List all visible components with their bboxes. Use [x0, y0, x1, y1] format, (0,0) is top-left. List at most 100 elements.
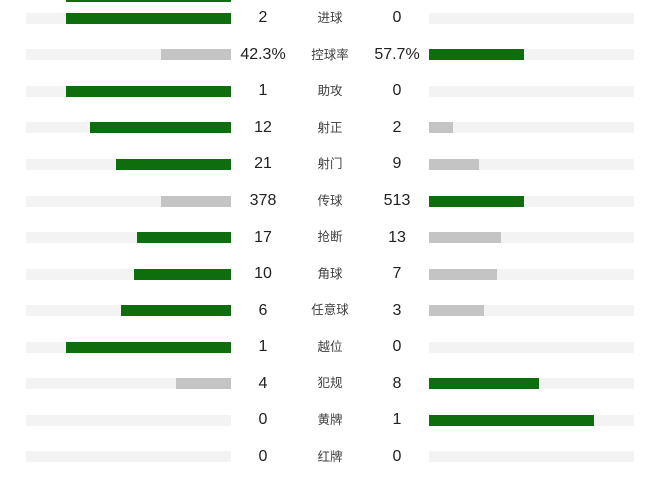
- stat-row: 12 射正 2: [0, 110, 660, 147]
- away-value: 1: [392, 411, 402, 429]
- home-value: 0: [258, 411, 268, 429]
- away-bar-track: [429, 414, 634, 426]
- away-bar-fill: [429, 232, 501, 244]
- home-value: 1: [258, 82, 268, 100]
- home-bar-track: [26, 195, 231, 207]
- away-value: 8: [392, 374, 402, 392]
- stat-label: 控球率: [311, 47, 349, 62]
- home-bar-track: [26, 12, 231, 24]
- stat-label: 传球: [317, 193, 343, 208]
- stat-label: 越位: [317, 339, 343, 354]
- home-bar-track: [26, 451, 231, 463]
- home-bar-fill: [90, 122, 231, 134]
- home-value: 378: [249, 192, 277, 209]
- home-bar-fill: [66, 85, 231, 97]
- away-value: 57.7%: [374, 45, 420, 63]
- stat-label: 射正: [317, 120, 343, 135]
- stat-label: 抢断: [317, 230, 343, 245]
- away-value: 0: [392, 9, 402, 27]
- stat-row: 6 任意球 3: [0, 292, 660, 329]
- stat-row: 17 抢断 13: [0, 219, 660, 256]
- away-bar-track: [429, 85, 634, 97]
- stat-row: 1 越位 0: [0, 329, 660, 366]
- home-value: 1: [258, 338, 268, 356]
- stat-row: 2 进球 0: [0, 0, 660, 37]
- away-bar-track: [429, 122, 634, 134]
- away-bar-track: [429, 158, 634, 170]
- stat-label: 任意球: [311, 303, 349, 318]
- home-value: 21: [254, 155, 272, 173]
- cropped-bar-fragment: [66, 0, 231, 2]
- away-value: 0: [392, 447, 402, 465]
- away-value: 13: [388, 228, 406, 246]
- away-bar-track: [429, 195, 634, 207]
- home-bar-fill: [137, 232, 231, 244]
- away-bar-fill: [429, 49, 524, 61]
- home-bar-track: [26, 305, 231, 317]
- home-bar-fill: [161, 49, 231, 61]
- away-value: 513: [383, 192, 411, 209]
- home-bar-fill: [134, 268, 231, 280]
- home-value: 12: [254, 118, 272, 136]
- home-bar-fill: [116, 158, 231, 170]
- home-bar-track: [26, 49, 231, 61]
- home-value: 0: [258, 447, 268, 465]
- stat-label: 助攻: [317, 84, 343, 99]
- stat-label: 角球: [317, 266, 343, 281]
- away-value: 7: [392, 265, 402, 283]
- away-bar-fill: [429, 158, 479, 170]
- home-bar-track: [26, 122, 231, 134]
- home-bar-track: [26, 378, 231, 390]
- stats-rows: 2 进球 0 42.3% 控球率 57.7% 1 助攻 0 12 射正: [0, 0, 660, 476]
- away-bar-track: [429, 378, 634, 390]
- home-bar-fill: [176, 378, 231, 390]
- stat-label: 进球: [317, 11, 343, 26]
- away-value: 9: [392, 155, 402, 173]
- away-bar-track: [429, 451, 634, 463]
- home-value: 17: [254, 228, 272, 246]
- home-bar-track: [26, 268, 231, 280]
- stat-row: 10 角球 7: [0, 256, 660, 293]
- away-bar-fill: [429, 195, 524, 207]
- away-bar-track: [429, 12, 634, 24]
- away-bar-track: [429, 341, 634, 353]
- home-value: 42.3%: [240, 45, 286, 63]
- away-bar-fill: [429, 378, 539, 390]
- home-bar-track: [26, 341, 231, 353]
- home-bar-track: [26, 232, 231, 244]
- away-value: 0: [392, 82, 402, 100]
- stat-row: 4 犯规 8: [0, 365, 660, 402]
- stat-row: 0 黄牌 1: [0, 402, 660, 439]
- away-value: 0: [392, 338, 402, 356]
- away-bar-track: [429, 268, 634, 280]
- home-bar-fill: [66, 341, 231, 353]
- home-value: 4: [258, 374, 268, 392]
- home-value: 10: [254, 265, 272, 283]
- home-value: 2: [258, 9, 268, 27]
- home-bar-fill: [66, 12, 231, 24]
- away-value: 2: [392, 118, 402, 136]
- away-bar-fill: [429, 122, 453, 134]
- away-value: 3: [392, 301, 402, 319]
- away-bar-track: [429, 305, 634, 317]
- stat-label: 红牌: [317, 449, 343, 464]
- stat-row: 1 助攻 0: [0, 73, 660, 110]
- stat-row: 42.3% 控球率 57.7%: [0, 37, 660, 74]
- home-bar-track: [26, 85, 231, 97]
- stat-row: 378 传球 513: [0, 183, 660, 220]
- home-bar-fill: [161, 195, 231, 207]
- stat-label: 黄牌: [317, 413, 343, 428]
- home-bar-track: [26, 158, 231, 170]
- stat-row: 21 射门 9: [0, 146, 660, 183]
- away-bar-fill: [429, 414, 594, 426]
- stat-label: 射门: [317, 157, 343, 172]
- home-bar-fill: [121, 305, 231, 317]
- home-bar-track: [26, 414, 231, 426]
- stat-row: 0 红牌 0: [0, 439, 660, 476]
- away-bar-track: [429, 232, 634, 244]
- stat-label: 犯规: [317, 376, 343, 391]
- home-value: 6: [258, 301, 268, 319]
- away-bar-track: [429, 49, 634, 61]
- away-bar-fill: [429, 268, 497, 280]
